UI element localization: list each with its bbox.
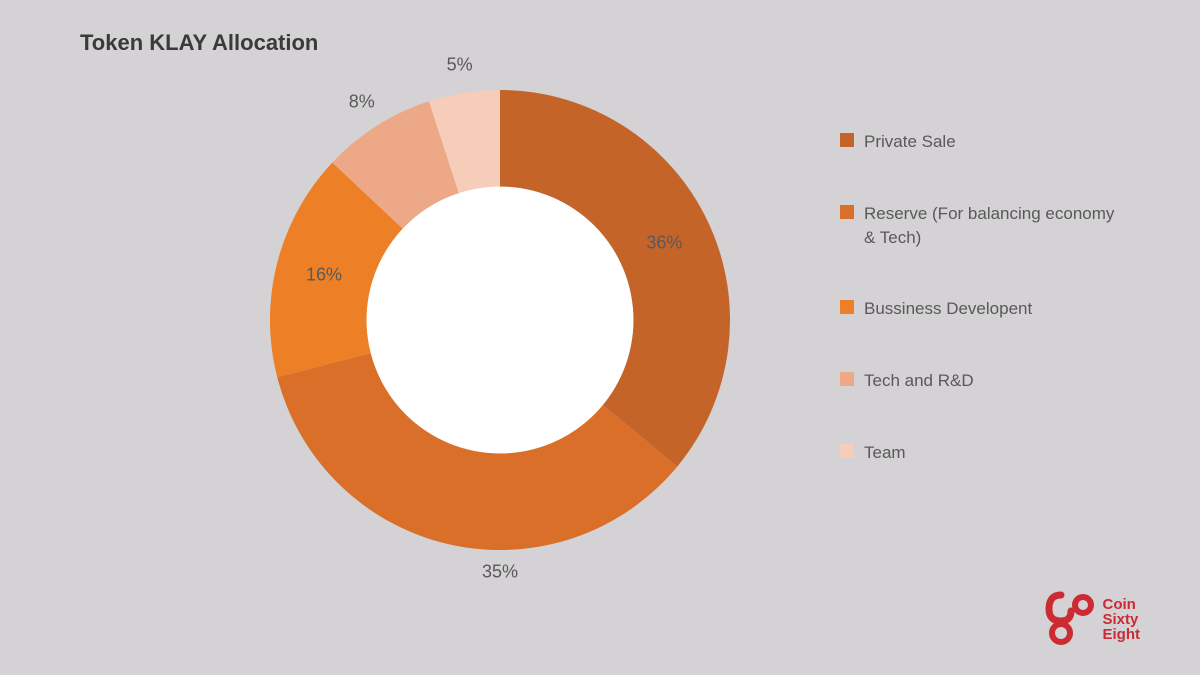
brand-logo: Coin Sixty Eight [1039,591,1141,647]
logo-icon [1039,591,1099,647]
legend-swatch [840,300,854,314]
legend-label: Tech and R&D [864,369,974,393]
legend-swatch [840,372,854,386]
legend-label: Private Sale [864,130,956,154]
legend: Private Sale Reserve (For balancing econo… [840,130,1120,513]
legend-label: Bussiness Developent [864,297,1032,321]
legend-item: Private Sale [840,130,1120,154]
legend-swatch [840,133,854,147]
slice-label: 8% [349,92,375,113]
legend-item: Bussiness Developent [840,297,1120,321]
legend-item: Tech and R&D [840,369,1120,393]
legend-item: Team [840,441,1120,465]
donut-chart: 36%35%16%8%5% [240,60,760,580]
slice-label: 16% [306,264,342,285]
slice-label: 5% [447,55,473,76]
legend-item: Reserve (For balancing economy & Tech) [840,202,1120,250]
donut-svg [240,60,760,580]
slice-label: 35% [482,562,518,583]
donut-hole [367,187,634,454]
slice-label: 36% [646,232,682,253]
legend-label: Team [864,441,906,465]
legend-label: Reserve (For balancing economy & Tech) [864,202,1120,250]
legend-swatch [840,444,854,458]
chart-title: Token KLAY Allocation [80,30,318,56]
legend-swatch [840,205,854,219]
logo-text: Coin Sixty Eight [1103,597,1141,642]
